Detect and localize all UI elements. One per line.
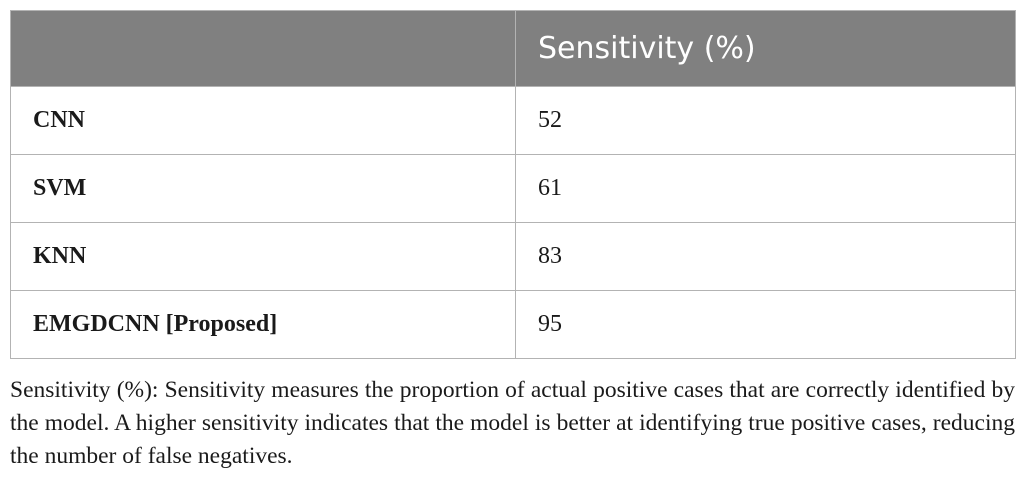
sensitivity-table: Sensitivity (%) CNN 52 SVM 61 KNN 83 EMG… — [10, 10, 1016, 359]
table-header: Sensitivity (%) — [10, 10, 1016, 87]
sensitivity-value: 95 — [515, 290, 1016, 359]
table-footnote: Sensitivity (%): Sensitivity measures th… — [10, 377, 1015, 469]
model-name: CNN — [10, 86, 516, 155]
table-row: EMGDCNN [Proposed] 95 — [10, 290, 1016, 359]
sensitivity-value: 61 — [515, 154, 1016, 223]
table-row: SVM 61 — [10, 154, 1016, 223]
table-row: KNN 83 — [10, 222, 1016, 291]
model-name: KNN — [10, 222, 516, 291]
sensitivity-value: 52 — [515, 86, 1016, 155]
results-table-container: Sensitivity (%) CNN 52 SVM 61 KNN 83 EMG… — [10, 10, 1016, 359]
model-name: EMGDCNN [Proposed] — [10, 290, 516, 359]
header-row: Sensitivity (%) — [10, 10, 1016, 87]
model-name: SVM — [10, 154, 516, 223]
sensitivity-value: 83 — [515, 222, 1016, 291]
header-sensitivity: Sensitivity (%) — [515, 10, 1016, 87]
header-model — [10, 10, 516, 87]
table-body: CNN 52 SVM 61 KNN 83 EMGDCNN [Proposed] … — [10, 86, 1016, 359]
table-row: CNN 52 — [10, 86, 1016, 155]
